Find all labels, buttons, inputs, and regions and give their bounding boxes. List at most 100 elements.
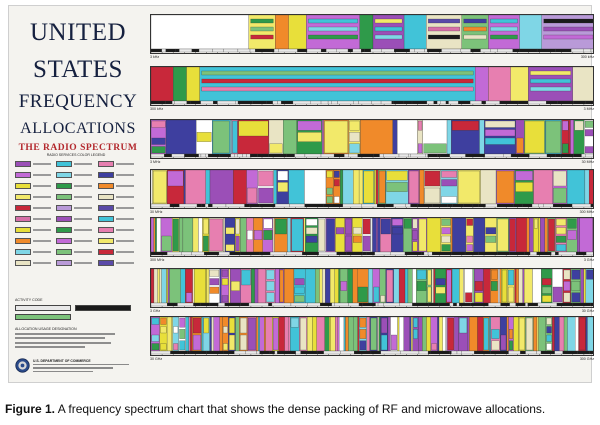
allocation-block xyxy=(201,317,204,352)
allocation-sub-block xyxy=(294,286,305,294)
allocation-block xyxy=(342,170,354,205)
allocation-block xyxy=(353,170,360,205)
allocation-block xyxy=(426,317,431,352)
allocation-sub-block xyxy=(428,18,460,24)
activity-code-strip xyxy=(240,302,250,307)
activity-code-strip xyxy=(451,251,466,256)
allocation-sub-block xyxy=(374,34,403,40)
allocation-sub-block xyxy=(203,235,209,252)
activity-code-strip xyxy=(373,153,380,158)
legend-label-line xyxy=(115,185,134,187)
allocation-sub-block xyxy=(378,170,386,204)
activity-code-strip xyxy=(225,203,245,208)
activity-code-strip xyxy=(484,153,504,158)
band-start-frequency: 3 MHz xyxy=(150,160,161,164)
activity-code-strip xyxy=(410,203,419,208)
activity-swatch-government xyxy=(15,305,71,311)
allocation-sub-block xyxy=(543,26,593,32)
allocation-block xyxy=(205,269,208,304)
allocation-block xyxy=(533,317,538,352)
activity-code-strip xyxy=(206,350,224,355)
allocation-block xyxy=(151,269,155,304)
band-allocation-graphic xyxy=(151,317,593,355)
allocation-sub-block xyxy=(209,286,220,294)
activity-code-strip xyxy=(441,48,461,53)
activity-code-strip xyxy=(218,302,225,307)
activity-code-strip xyxy=(573,153,582,158)
allocation-sub-block xyxy=(151,317,160,325)
allocation-block xyxy=(483,269,491,304)
legend-label-line xyxy=(33,174,51,176)
activity-code-strip xyxy=(268,302,273,307)
activity-code-strip xyxy=(167,251,182,256)
band-strip xyxy=(150,14,594,54)
allocation-block xyxy=(334,269,339,304)
allocation-block xyxy=(434,269,447,304)
department-seal-icon xyxy=(15,358,30,373)
allocation-sub-block xyxy=(362,235,371,252)
allocation-sub-block xyxy=(221,269,229,277)
allocation-sub-block xyxy=(240,334,247,351)
activity-code-strip xyxy=(519,48,538,53)
legend-item xyxy=(97,237,137,245)
activity-code-strip xyxy=(235,100,239,105)
allocation-block xyxy=(352,269,358,304)
legend-swatch xyxy=(15,260,31,266)
legend-swatch xyxy=(56,227,73,233)
allocation-block xyxy=(155,218,157,253)
allocation-block xyxy=(159,269,162,304)
allocation-block xyxy=(404,269,409,304)
allocation-block xyxy=(480,170,497,205)
allocation-sub-block xyxy=(428,34,460,40)
allocation-block xyxy=(206,269,210,304)
allocation-block xyxy=(198,218,203,253)
allocation-sub-block xyxy=(404,218,412,229)
allocation-block xyxy=(489,317,491,352)
allocation-block xyxy=(235,317,240,352)
band-strip xyxy=(150,66,594,106)
allocation-block xyxy=(568,120,571,155)
legend-item xyxy=(97,259,137,267)
allocation-sub-block xyxy=(584,120,593,128)
legend-swatch xyxy=(15,216,31,222)
activity-code-strip xyxy=(300,350,318,355)
band-end-frequency: 30 MHz xyxy=(581,160,594,164)
allocation-sub-block xyxy=(441,196,457,204)
activity-code-strip xyxy=(362,251,367,256)
allocation-sub-block xyxy=(263,230,273,240)
allocation-block xyxy=(552,317,555,352)
activity-swatch-shared xyxy=(15,314,71,320)
activity-code-strip xyxy=(273,48,279,53)
activity-code-strip xyxy=(470,302,489,307)
allocation-sub-block xyxy=(542,295,552,303)
allocation-sub-block xyxy=(571,269,581,280)
allocation-block xyxy=(393,269,400,304)
allocation-block xyxy=(319,269,323,304)
activity-code-strip xyxy=(218,251,230,256)
activity-code-strip xyxy=(278,48,298,53)
allocation-sub-block xyxy=(209,278,220,286)
allocation-block xyxy=(567,317,576,352)
allocation-sub-block xyxy=(362,218,371,235)
allocation-block xyxy=(397,120,418,155)
band-allocation-graphic xyxy=(151,15,593,53)
allocation-block xyxy=(257,269,266,304)
activity-code-strip xyxy=(281,100,294,105)
band-strip xyxy=(150,169,594,209)
legend-swatch xyxy=(56,216,73,222)
allocation-sub-block xyxy=(326,196,333,204)
allocation-sub-block xyxy=(223,343,228,351)
activity-code-strip xyxy=(344,153,349,158)
activity-code-strip xyxy=(520,350,526,355)
allocation-sub-block xyxy=(160,317,167,325)
activity-code-strip xyxy=(151,48,162,53)
allocation-sub-block xyxy=(408,170,419,204)
allocation-block xyxy=(398,269,406,304)
allocation-block xyxy=(283,120,298,155)
allocation-block xyxy=(392,120,398,155)
activity-code-strip xyxy=(256,350,260,355)
activity-code-strip xyxy=(497,48,513,53)
activity-code-strip xyxy=(472,203,479,208)
activity-code-strip xyxy=(536,350,542,355)
activity-code-strip xyxy=(551,251,556,256)
